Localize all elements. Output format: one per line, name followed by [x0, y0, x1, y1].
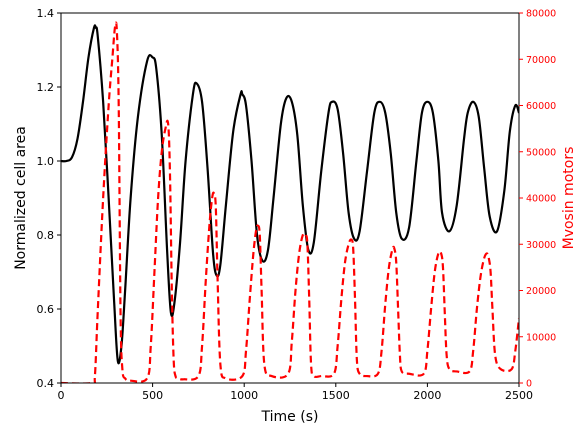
right-y-tick-label: 10000 [526, 332, 556, 343]
right-y-tick-label: 40000 [526, 194, 556, 205]
right-y-tick-label: 30000 [526, 240, 556, 251]
x-tick-label: 2000 [413, 389, 441, 402]
left-y-tick-label: 0.4 [37, 377, 55, 390]
x-tick-label: 2500 [505, 389, 533, 402]
left-y-tick-label: 1.0 [37, 155, 55, 168]
left-y-tick-label: 1.2 [37, 81, 55, 94]
normalized-area-line [61, 24, 519, 365]
left-y-axis-title: Normalized cell area [13, 126, 29, 270]
right-y-tick-label: 20000 [526, 286, 556, 297]
right-y-tick-label: 50000 [526, 147, 556, 158]
right-y-tick-label: 70000 [526, 55, 556, 66]
x-axis-title: Time (s) [261, 409, 319, 425]
x-tick-label: 0 [58, 389, 65, 402]
left-y-tick-label: 1.4 [37, 7, 55, 20]
right-y-tick-label: 60000 [526, 101, 556, 112]
x-tick-label: 500 [142, 389, 163, 402]
x-tick-label: 1500 [322, 389, 350, 402]
left-y-tick-label: 0.6 [37, 303, 55, 316]
right-y-tick-label: 0 [526, 379, 532, 390]
right-y-axis-title: Mvosin motors [561, 147, 577, 250]
tick-layer: 0 500 1000 1500 2000 2500 0.4 0.6 0.8 1.0 1.2 1.4 0 1… [37, 7, 557, 402]
series-layer [61, 21, 519, 383]
myosin-motors-line [61, 21, 519, 383]
x-tick-label: 1000 [230, 389, 258, 402]
right-y-tick-label: 80000 [526, 9, 556, 20]
left-y-tick-label: 0.8 [37, 229, 55, 242]
